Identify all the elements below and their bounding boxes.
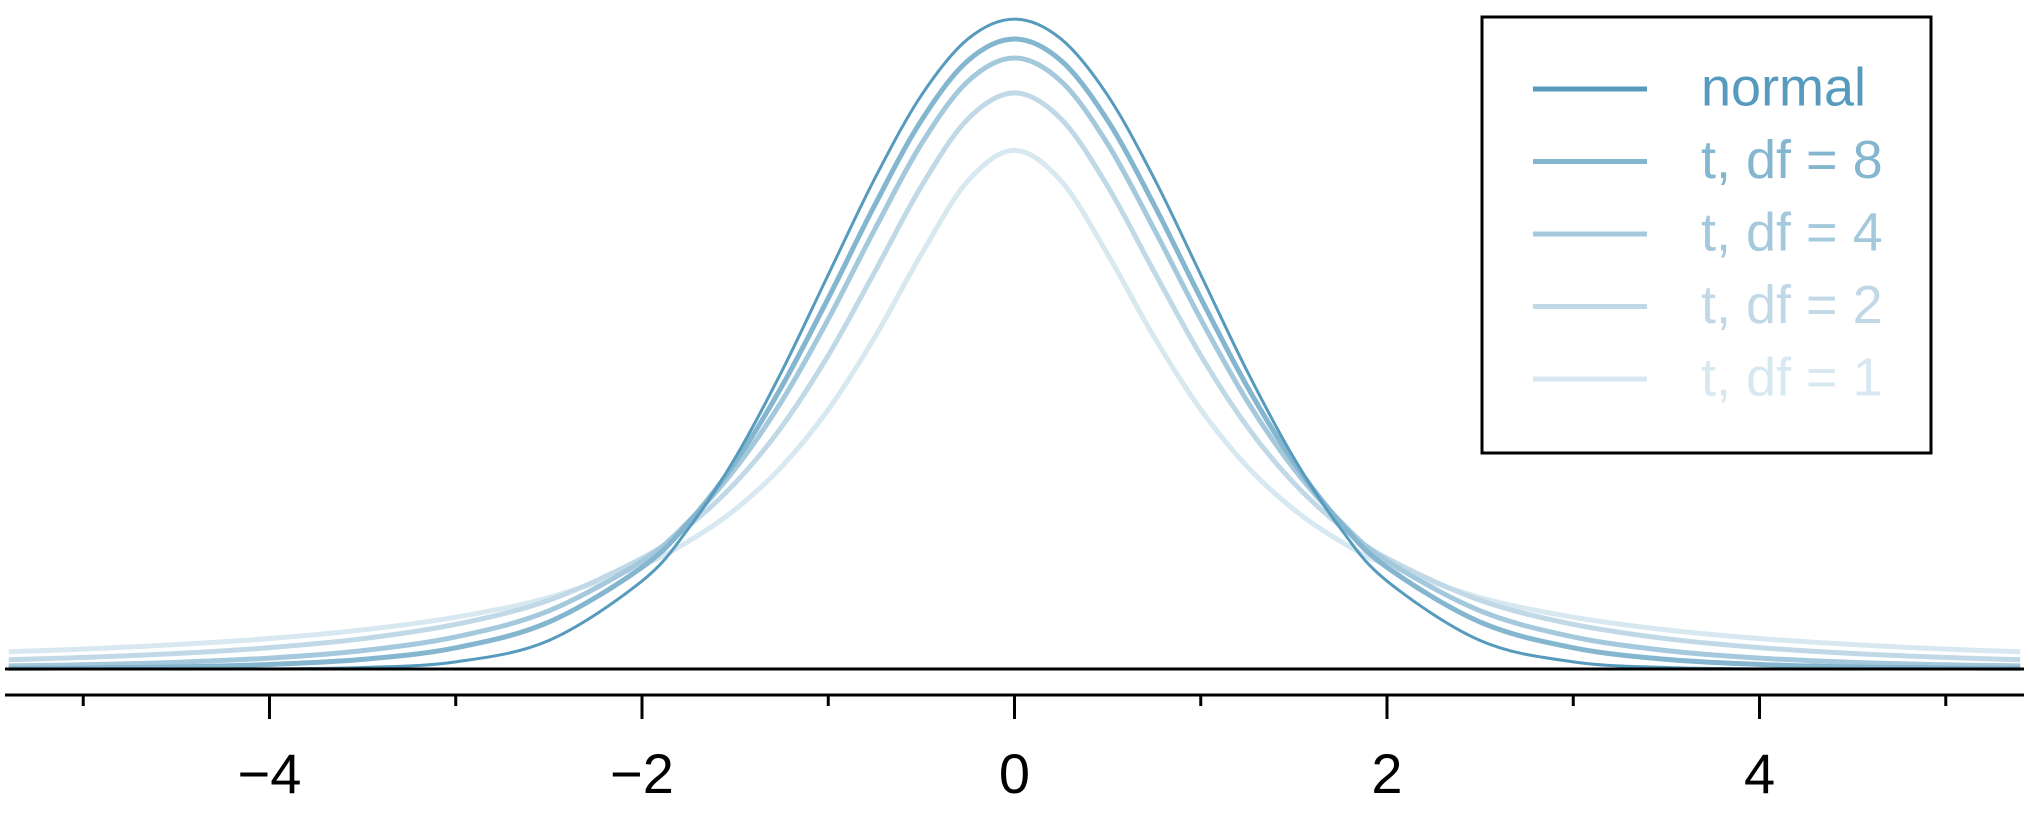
density-curve [8, 36, 2021, 671]
x-axis-ticks: −4 −2 0 2 4 [81, 695, 1948, 805]
legend-label: t, df = 2 [1701, 275, 1883, 335]
legend-label: normal [1701, 57, 1866, 117]
density-curve [8, 17, 2021, 671]
x-tick-label: 4 [1744, 742, 1775, 805]
x-tick-label: 0 [999, 742, 1030, 805]
density-curve [8, 147, 2021, 655]
legend-label: t, df = 8 [1701, 130, 1883, 190]
x-tick-label: −2 [610, 742, 674, 805]
legend-label: t, df = 1 [1701, 347, 1883, 407]
plot-area [8, 17, 2021, 671]
density-curve [8, 90, 2021, 663]
legend-label: t, df = 4 [1701, 202, 1883, 262]
x-tick-label: −4 [238, 742, 302, 805]
density-curve [8, 55, 2021, 669]
x-tick-label: 2 [1371, 742, 1402, 805]
legend-entries: normal t, df = 8 t, df = 4 t, df = 2 t, df =… [1533, 57, 1883, 407]
